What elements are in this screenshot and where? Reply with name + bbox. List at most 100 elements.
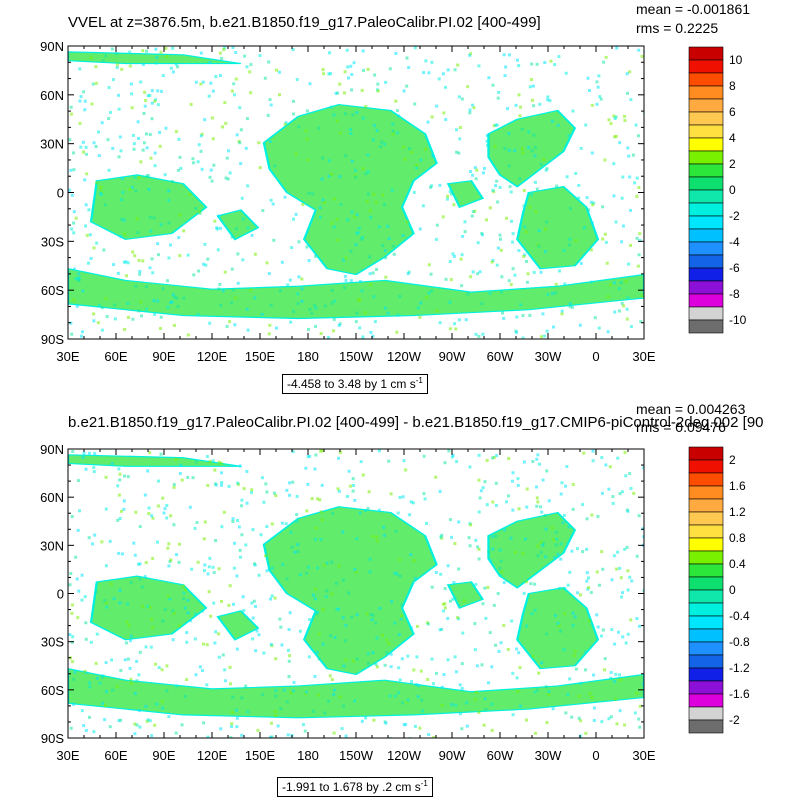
field-cell (510, 479, 514, 483)
field-cell (301, 202, 305, 206)
field-cell (246, 184, 250, 188)
field-cell (477, 64, 481, 68)
field-cell (623, 119, 627, 123)
field-cell (351, 489, 355, 493)
field-cell (474, 177, 478, 181)
field-cell (584, 731, 588, 735)
field-cell (494, 503, 498, 507)
field-cell (639, 320, 643, 324)
field-cell (238, 464, 242, 468)
field-cell (290, 246, 294, 250)
field-cell (156, 89, 160, 93)
field-cell (562, 648, 566, 652)
field-cell (541, 478, 545, 482)
field-cell (288, 278, 292, 282)
field-cell (110, 47, 114, 51)
field-cell (381, 244, 385, 248)
field-cell (332, 692, 336, 696)
field-cell (304, 690, 308, 694)
field-cell (175, 553, 179, 557)
field-cell (540, 510, 544, 514)
field-cell (76, 616, 80, 620)
field-cell (236, 518, 240, 522)
field-cell (369, 612, 373, 616)
field-cell (223, 679, 227, 683)
field-cell (135, 659, 139, 663)
field-cell (424, 59, 428, 63)
field-cell (530, 149, 534, 153)
field-cell (75, 577, 79, 581)
ocean-region-7 (446, 180, 485, 209)
field-cell (304, 129, 308, 133)
y-tick-label: 90N (40, 442, 64, 457)
field-cell (285, 700, 289, 704)
ocean-field (68, 449, 644, 738)
field-cell (487, 76, 491, 80)
field-cell (371, 138, 375, 142)
field-cell (93, 533, 97, 537)
field-cell (296, 550, 300, 554)
field-cell (240, 696, 244, 700)
field-cell (404, 722, 408, 726)
field-cell (77, 272, 81, 276)
field-cell (179, 463, 183, 467)
field-cell (641, 682, 644, 686)
field-cell (635, 236, 639, 240)
field-cell (366, 67, 370, 71)
field-cell (306, 327, 310, 331)
field-cell (355, 537, 359, 541)
colorbar-swatch (688, 176, 724, 191)
field-cell (503, 147, 507, 151)
field-cell (595, 80, 599, 84)
colorbar-label: -6 (729, 261, 740, 275)
field-cell (468, 544, 472, 548)
field-cell (413, 46, 417, 50)
field-cell (324, 595, 328, 599)
field-cell (348, 127, 352, 131)
field-cell (501, 311, 505, 315)
field-cell (332, 317, 336, 321)
field-cell (288, 654, 292, 658)
field-cell (307, 655, 311, 659)
field-cell (472, 106, 476, 110)
field-cell (135, 217, 139, 221)
field-cell (349, 279, 353, 283)
field-cell (120, 217, 124, 221)
field-cell (177, 542, 181, 546)
field-cell (117, 493, 121, 497)
field-cell (150, 617, 154, 621)
field-cell (169, 300, 173, 304)
field-cell (626, 588, 630, 592)
field-cell (624, 474, 628, 478)
field-cell (145, 307, 149, 311)
field-cell (205, 455, 209, 459)
field-cell (318, 206, 322, 210)
field-cell (151, 556, 155, 560)
field-cell (105, 605, 109, 609)
field-cell (520, 127, 524, 131)
x-tick-label: 60W (487, 748, 514, 763)
field-cell (291, 112, 295, 116)
field-cell (528, 205, 532, 209)
field-cell (369, 330, 373, 334)
colorbar-label: 0.4 (729, 557, 746, 571)
field-cell (406, 654, 410, 658)
field-cell (621, 591, 625, 595)
field-cell (203, 520, 207, 524)
field-cell (361, 68, 365, 72)
field-cell (276, 724, 280, 728)
field-cell (241, 217, 245, 221)
field-cell (278, 617, 282, 621)
field-cell (208, 556, 212, 560)
field-cell (172, 485, 176, 489)
field-cell (438, 183, 442, 187)
field-cell (536, 688, 540, 692)
field-cell (474, 690, 478, 694)
field-cell (311, 709, 315, 713)
field-cell (365, 199, 369, 203)
field-cell (74, 216, 78, 220)
colorbar-swatch (688, 111, 724, 126)
field-cell (139, 80, 143, 84)
field-cell (356, 231, 360, 235)
field-cell (521, 314, 525, 318)
